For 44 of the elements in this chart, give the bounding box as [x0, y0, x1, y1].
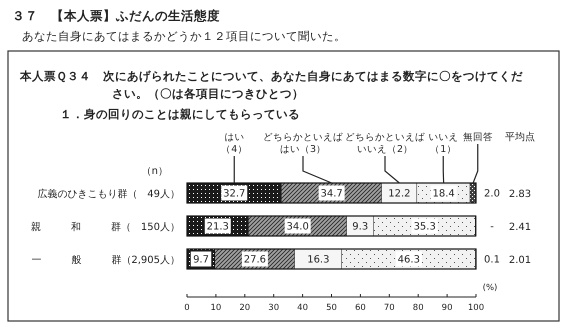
- text: -: [490, 222, 494, 232]
- data-label: 34.0: [286, 222, 309, 232]
- data-label: 16.3: [307, 254, 330, 266]
- data-label: 32.7: [223, 188, 246, 200]
- y-tick-label: 親 和 群（ 150人）: [30, 221, 180, 233]
- text: 2.41: [508, 222, 532, 233]
- data-label: 27.6: [244, 254, 266, 266]
- data-label: 9.3: [352, 222, 368, 232]
- x-tick-label: 0: [184, 303, 190, 313]
- text: 本人票Ｑ３４ 次にあげられたことについて、あなた自身にあてはまる数字に〇をつけてください。（〇は各項目につきひとつ）: [19, 69, 524, 100]
- data-label: 2.0: [484, 188, 500, 200]
- x-tick-label: 100: [468, 303, 484, 313]
- x-tick-label: 30: [268, 303, 280, 313]
- x-tick-label: 70: [384, 303, 395, 313]
- chart-subtitle: あなた自身にあてはまるかどうか１２項目について聞いた。: [22, 29, 346, 43]
- data-label: 35.3: [414, 222, 436, 232]
- text: （n）: [142, 166, 168, 177]
- data-label: 46.3: [398, 254, 420, 266]
- data-label: 34.7: [320, 188, 343, 200]
- data-label: 21.3: [206, 222, 229, 232]
- data-label: 18.4: [432, 188, 455, 200]
- y-tick-label: 一 般 群（2,905人）: [31, 254, 180, 266]
- x-tick-label: 80: [412, 303, 424, 313]
- text: (%): [482, 283, 498, 293]
- text: 2.01: [508, 255, 532, 266]
- text: どちらかといえばいいえ（2）: [345, 132, 426, 155]
- x-tick-label: 20: [239, 303, 250, 313]
- text: 無回答: [462, 131, 493, 143]
- data-label: 0.1: [484, 254, 500, 266]
- x-tick-label: 60: [354, 303, 366, 313]
- text: 平均点: [505, 131, 535, 143]
- x-tick-label: 90: [442, 303, 453, 313]
- x-tick-label: 10: [210, 303, 222, 313]
- data-label: 9.7: [193, 254, 209, 266]
- x-tick-label: 40: [297, 303, 308, 313]
- text: いいえ（1）: [428, 132, 458, 155]
- data-label: 12.2: [388, 188, 411, 200]
- y-tick-label: 広義のひきこもり群（ 49人）: [37, 188, 180, 200]
- x-tick-label: 50: [326, 303, 337, 313]
- text: 2.83: [508, 189, 532, 200]
- text: どちらかといえばはい（3）: [263, 132, 344, 155]
- chart-title: ３７ 【本人票】ふだんの生活態度: [12, 8, 220, 23]
- text: はい（4）: [221, 132, 248, 155]
- text: １．身の回りのことは親にしてもらっている: [60, 107, 300, 121]
